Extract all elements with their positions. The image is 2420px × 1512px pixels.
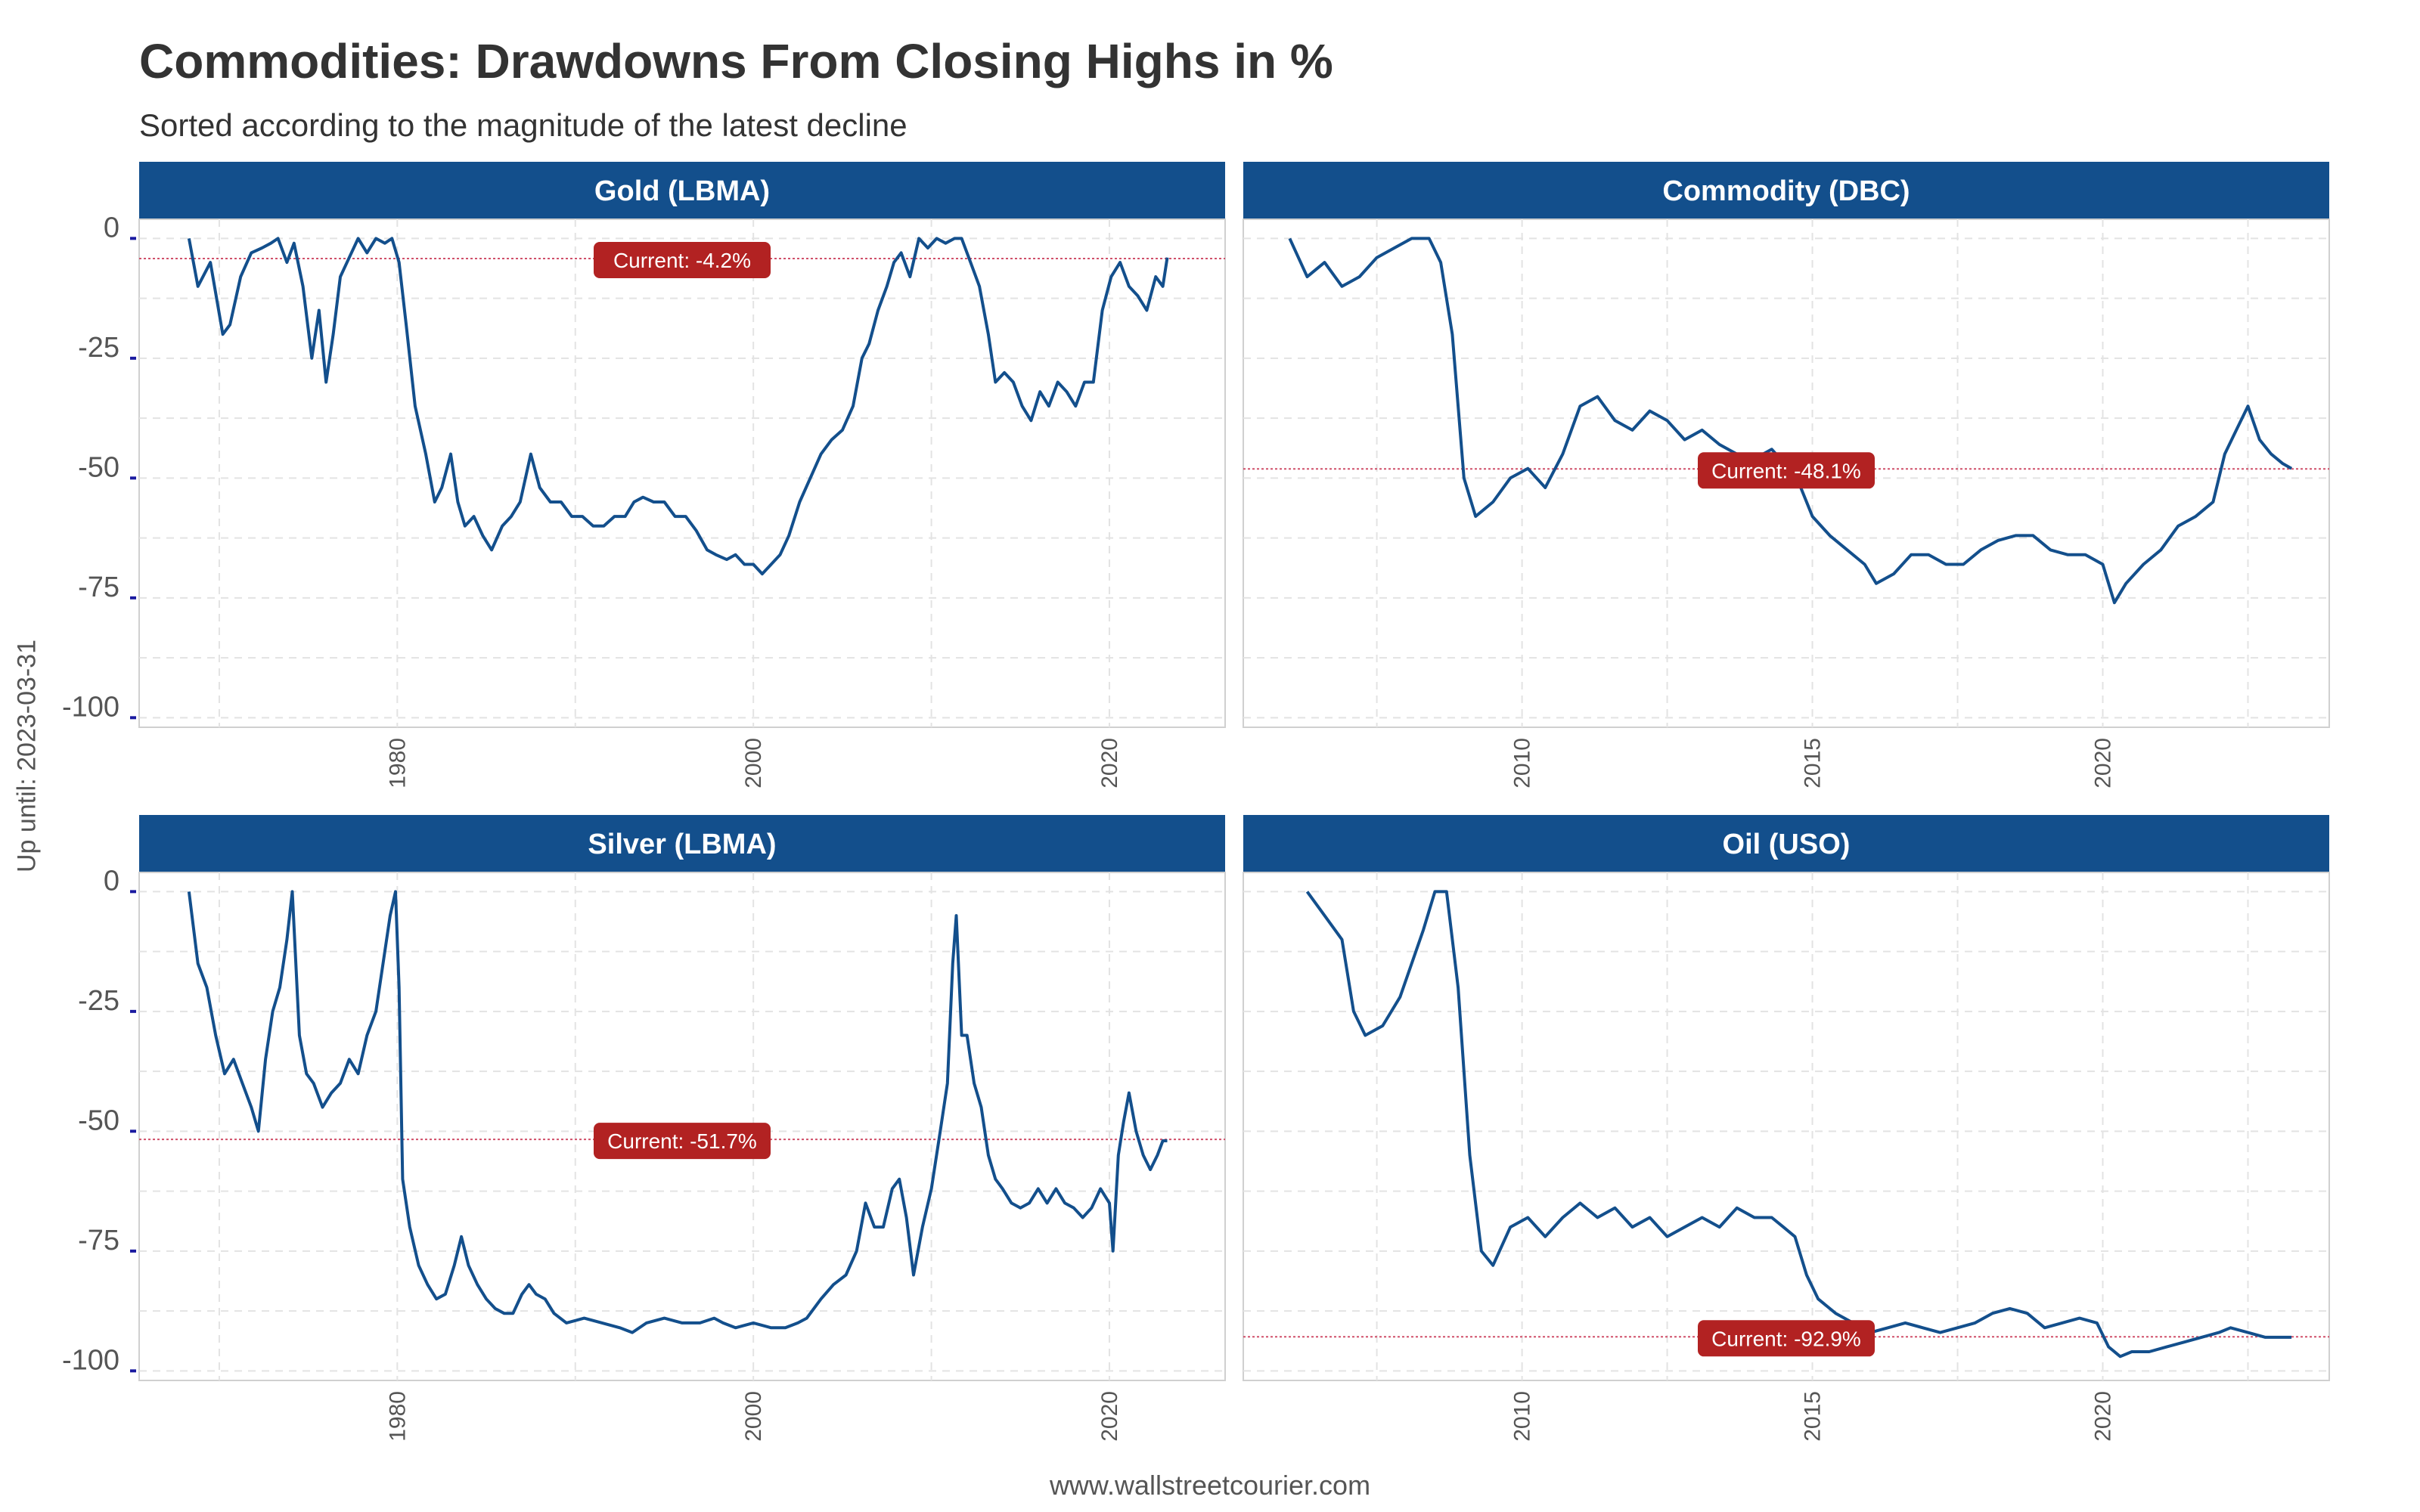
drawdown-series-line <box>187 890 1168 1334</box>
panel-border <box>138 218 1226 728</box>
y-tick-label: 0 <box>104 865 119 897</box>
facet-title: Oil (USO) <box>1723 829 1851 860</box>
facet-strip <box>1243 815 2329 872</box>
current-value-badge <box>1698 1320 1875 1357</box>
x-tick-label: 1980 <box>385 738 410 789</box>
y-tick-label: -50 <box>78 451 119 483</box>
current-value-label: Current: -92.9% <box>1711 1327 1861 1350</box>
x-tick-label: 2000 <box>741 1391 766 1442</box>
facet-panel: Gold (LBMA) 0 -25 -50 -75 -100 1980 2000 2020 Cur… <box>62 162 1226 789</box>
x-tick-label: 2015 <box>1801 738 1826 789</box>
panel-border <box>138 872 1226 1381</box>
y-tick-label: -25 <box>78 985 119 1017</box>
x-tick-label: 2020 <box>1097 1391 1122 1442</box>
x-tick-label: 2010 <box>1510 738 1535 789</box>
chart-subtitle: Sorted according to the magnitude of the… <box>139 107 908 143</box>
panel-border <box>1243 218 2330 728</box>
current-value-label: Current: -48.1% <box>1711 459 1861 482</box>
facet-title: Commodity (DBC) <box>1662 175 1910 207</box>
drawdown-series-line <box>1305 890 2292 1359</box>
panel-border <box>1243 872 2330 1381</box>
facet-panel: Commodity (DBC) 2010 2015 2020 Current: -48.… <box>1243 162 2330 789</box>
x-tick-label: 2020 <box>2091 1391 2116 1442</box>
chart-title: Commodities: Drawdowns From Closing High… <box>139 34 1333 88</box>
current-value-badge <box>594 1123 771 1160</box>
drawdown-series-line <box>1288 237 2293 605</box>
facet-panel: Silver (LBMA) 0 -25 -50 -75 -100 1980 2000 2020 C… <box>62 815 1226 1442</box>
x-tick-label: 2000 <box>741 738 766 789</box>
drawdown-series-line <box>187 237 1169 576</box>
y-tick-label: -100 <box>62 1344 119 1376</box>
current-value-label: Current: -51.7% <box>607 1129 757 1153</box>
y-tick-label: -50 <box>78 1105 119 1136</box>
y-tick-label: -100 <box>62 691 119 723</box>
facet-strip <box>139 815 1225 872</box>
x-tick-label: 2015 <box>1801 1391 1826 1442</box>
y-tick-label: 0 <box>104 212 119 243</box>
facet-title: Gold (LBMA) <box>594 175 770 207</box>
facet-title: Silver (LBMA) <box>588 829 776 860</box>
source-caption: www.wallstreetcourier.com <box>1049 1470 1371 1501</box>
x-tick-label: 2020 <box>1097 738 1122 789</box>
y-tick-label: -25 <box>78 332 119 364</box>
facet-strip <box>139 162 1225 219</box>
facet-panel: Oil (USO) 2010 2015 2020 Current: -92.9% <box>1243 815 2330 1442</box>
current-value-badge <box>1698 452 1875 489</box>
facet-strip <box>1243 162 2329 219</box>
x-tick-label: 1980 <box>385 1391 410 1442</box>
y-tick-label: -75 <box>78 1225 119 1256</box>
y-tick-label: -75 <box>78 572 119 603</box>
current-value-label: Current: -4.2% <box>613 249 751 272</box>
x-tick-label: 2010 <box>1510 1391 1535 1442</box>
x-tick-label: 2020 <box>2091 738 2116 789</box>
current-value-badge <box>594 241 771 278</box>
